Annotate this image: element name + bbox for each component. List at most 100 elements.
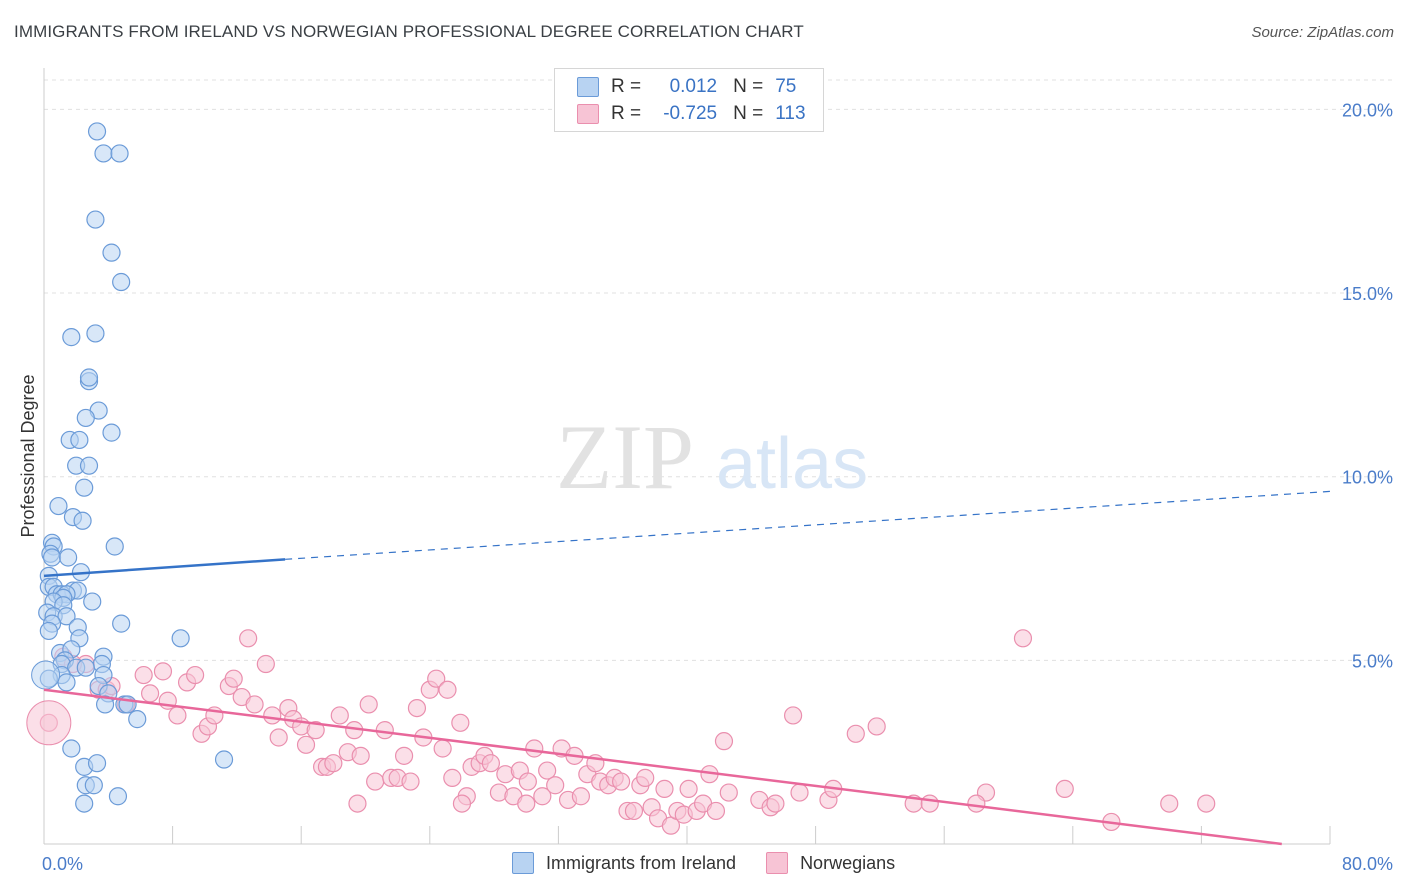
ireland-point	[105, 537, 124, 556]
norwegians-point	[546, 776, 565, 795]
y-axis-label: Professional Degree	[18, 374, 38, 537]
chart-title: IMMIGRANTS FROM IRELAND VS NORWEGIAN PRO…	[14, 22, 804, 41]
ireland-point	[128, 710, 147, 729]
norwegians-point	[330, 706, 349, 725]
ireland-point	[112, 614, 131, 633]
norwegians-point	[263, 706, 282, 725]
ireland-point	[214, 750, 234, 769]
ireland-point	[83, 592, 102, 611]
x-tick-label: 80.0%	[1342, 854, 1393, 874]
norwegians-point	[26, 700, 72, 746]
norwegians-point	[306, 721, 325, 740]
ireland-trend-solid	[43, 558, 286, 578]
norwegians-point	[296, 735, 316, 754]
ireland-point	[39, 621, 58, 641]
ireland-point	[31, 660, 61, 690]
norwegians-point	[719, 783, 738, 802]
grid-lines	[44, 79, 1392, 661]
norwegians-point	[245, 695, 264, 714]
norwegians-point	[1160, 794, 1179, 813]
series-legend-ireland: Immigrants from Ireland	[512, 852, 736, 874]
norwegians-point	[256, 654, 275, 674]
ireland-point	[76, 408, 95, 428]
norwegians-point	[967, 794, 986, 813]
ireland-point	[87, 754, 107, 773]
watermark: ZIP atlas	[556, 406, 868, 508]
norwegians-point	[239, 629, 258, 648]
series-label-norwegians: Norwegians	[800, 852, 896, 873]
ireland-point	[75, 794, 94, 813]
norwegians-point	[452, 794, 472, 813]
ireland-point	[57, 607, 76, 626]
norwegians-point	[714, 732, 734, 751]
norwegians-point	[706, 801, 726, 821]
legend-n-label: N =	[733, 103, 764, 124]
watermark-atlas: atlas	[716, 424, 868, 504]
x-tick-label: 0.0%	[42, 854, 83, 874]
y-tick-label: 5.0%	[1352, 651, 1393, 671]
norwegians-point	[790, 783, 809, 802]
ireland-point	[102, 243, 121, 262]
ireland-point	[102, 423, 121, 442]
legend-r-value: 0.012	[669, 76, 718, 97]
norwegians-point	[525, 739, 544, 758]
norwegians-point	[538, 761, 557, 780]
norwegians-point	[224, 669, 243, 688]
ireland-point	[75, 478, 94, 497]
norwegians-point	[920, 794, 939, 813]
series-legend: Immigrants from Ireland Norwegians	[512, 852, 925, 874]
ireland-point	[112, 272, 131, 292]
series-swatch-blue	[512, 852, 534, 874]
norwegians-point	[655, 779, 674, 799]
series-legend-norwegians: Norwegians	[766, 852, 895, 874]
norwegians-point	[518, 772, 537, 791]
norwegians-point	[134, 665, 153, 685]
legend-swatch-pink	[577, 104, 599, 124]
ireland-point	[59, 548, 78, 567]
ireland-point	[87, 122, 107, 141]
ireland-point	[62, 739, 81, 758]
legend-n-label: N =	[733, 76, 764, 97]
norwegians-point	[1197, 794, 1216, 813]
norwegians-point	[269, 728, 288, 747]
ireland-point	[95, 695, 115, 714]
norwegians-point	[394, 746, 414, 765]
norwegians-point	[481, 754, 500, 773]
series-swatch-pink	[766, 852, 789, 874]
norwegians-point	[867, 717, 886, 736]
ireland-point	[62, 328, 81, 347]
ireland-point	[76, 658, 95, 677]
norwegians-point	[186, 665, 205, 685]
norwegians-point	[168, 706, 187, 725]
ireland-point	[79, 456, 99, 475]
norwegians-point	[846, 724, 865, 743]
ireland-point	[57, 673, 76, 692]
norwegians-point	[624, 801, 644, 821]
correlation-legend: R = 0.012 N = 75 R = -0.725 N = 113	[554, 68, 824, 132]
ireland-points	[31, 122, 234, 813]
norwegians-point	[359, 695, 378, 714]
ireland-point	[108, 787, 128, 806]
ireland-point	[70, 430, 89, 450]
legend-swatch-blue	[577, 77, 599, 97]
ireland-point	[79, 368, 99, 387]
series-label-ireland: Immigrants from Ireland	[546, 852, 737, 873]
chart-source: Source: ZipAtlas.com	[1251, 24, 1394, 41]
norwegians-point	[140, 684, 160, 703]
norwegians-point	[636, 768, 655, 787]
norwegians-point	[571, 787, 591, 806]
ireland-point	[42, 548, 62, 567]
norwegians-point	[443, 768, 462, 787]
norwegians-point	[427, 669, 446, 688]
y-tick-label: 20.0%	[1342, 100, 1393, 120]
norwegians-point	[375, 721, 394, 740]
ireland-point	[84, 776, 103, 795]
norwegians-point	[351, 746, 370, 765]
legend-n-value: 75	[775, 76, 797, 97]
norwegians-point	[679, 779, 698, 799]
ireland-trend-dashed	[285, 490, 1331, 560]
ireland-point	[94, 144, 113, 163]
y-tick-label: 10.0%	[1342, 468, 1393, 488]
watermark-zip: ZIP	[556, 406, 694, 508]
